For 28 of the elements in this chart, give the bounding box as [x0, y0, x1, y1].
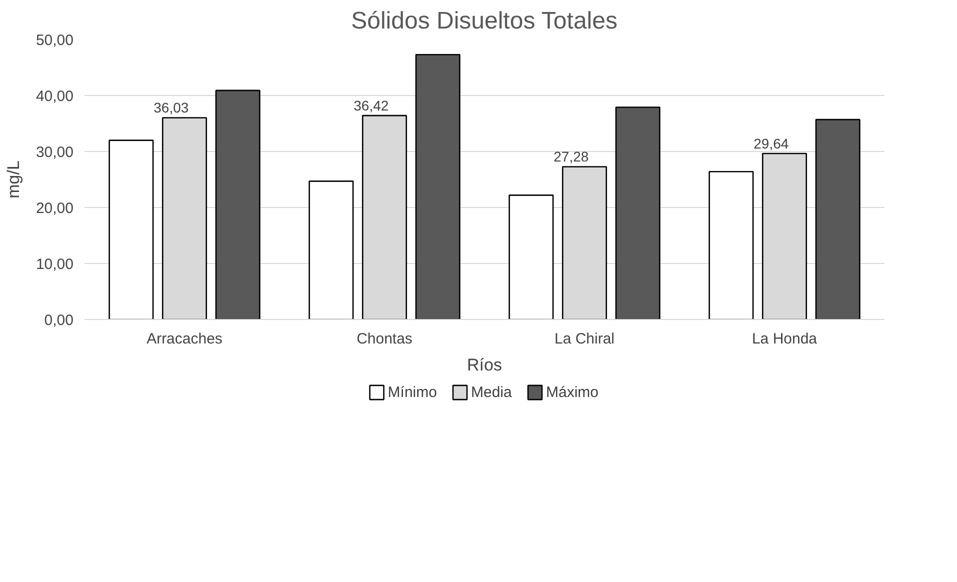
data-label: 36,03	[154, 100, 189, 116]
data-label: 36,42	[354, 98, 389, 114]
y-tick-label: 50,00	[36, 32, 74, 49]
data-label: 27,28	[554, 148, 589, 165]
legend-label: Mínimo	[388, 384, 437, 401]
bar	[508, 194, 554, 320]
y-tick-label: 20,00	[36, 200, 74, 217]
y-tick-label: 30,00	[36, 144, 74, 161]
x-tick-label: Chontas	[356, 330, 412, 348]
y-tick-label: 10,00	[36, 256, 74, 273]
x-tick-label: La Chiral	[554, 330, 615, 348]
bar	[308, 180, 354, 320]
bar	[708, 171, 754, 320]
chart-title: Sólidos Disueltos Totales	[351, 8, 618, 34]
x-axis-title: Ríos	[467, 356, 502, 374]
legend-label: Media	[471, 384, 513, 401]
legend-label: Máximo	[546, 384, 599, 401]
y-tick-label: 0,00	[44, 312, 74, 329]
bar	[415, 54, 460, 320]
x-tick-label: La Honda	[752, 330, 818, 348]
y-axis-title: mg/L	[4, 160, 23, 198]
y-tick-label: 40,00	[36, 88, 74, 105]
x-tick-label: Arracaches	[146, 330, 222, 348]
bar	[215, 90, 260, 320]
bar	[615, 106, 660, 320]
bar	[108, 140, 154, 320]
bar	[815, 118, 860, 320]
data-label: 29,64	[754, 136, 789, 152]
